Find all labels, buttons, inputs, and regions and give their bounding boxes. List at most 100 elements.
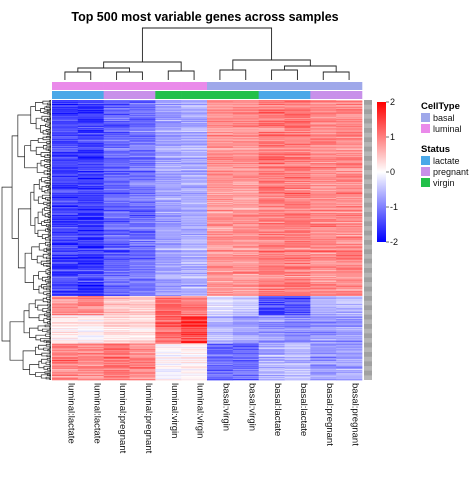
celltype-annotation-bar	[52, 82, 362, 90]
dendrogram-branch	[43, 308, 48, 311]
dendrogram-branch	[45, 325, 50, 327]
dendrogram-branch	[48, 213, 50, 215]
dendrogram-branch	[44, 366, 50, 369]
celltype-cell	[310, 82, 336, 90]
celltype-cell	[130, 82, 156, 90]
dendrogram-branch	[47, 145, 50, 146]
dendrogram-branch	[40, 339, 49, 342]
celltype-cell	[181, 82, 207, 90]
dendrogram-branch	[47, 190, 49, 191]
dendrogram-branch	[47, 220, 49, 221]
dendrogram-branch	[48, 237, 50, 238]
dendrogram-branch	[30, 364, 39, 374]
dendrogram-branch	[47, 228, 49, 229]
dendrogram-branch	[47, 251, 50, 252]
dendrogram-branch	[46, 334, 50, 336]
dendrogram-branch	[65, 72, 91, 80]
dendrogram-branch	[48, 226, 50, 227]
dendrogram-branch	[29, 328, 38, 337]
dendrogram-branch	[37, 256, 43, 263]
row-dendrogram	[2, 100, 51, 379]
dendrogram-branch	[47, 311, 50, 313]
dendrogram-branch	[32, 247, 40, 260]
dendrogram-branch	[2, 187, 12, 341]
dendrogram-branch	[47, 199, 49, 200]
dendrogram-branch	[24, 311, 29, 333]
dendrogram-branch	[42, 195, 49, 198]
dendrogram-branch	[47, 301, 50, 302]
dendrogram-branch	[39, 345, 47, 349]
dendrogram-branch	[104, 62, 182, 71]
dendrogram-branch	[25, 253, 33, 282]
dendrogram-branch	[47, 106, 50, 107]
dendrogram-branch	[272, 70, 298, 80]
dendrogram-branch	[23, 351, 35, 370]
status-annotation-bar	[52, 91, 362, 99]
celltype-cell	[233, 82, 259, 90]
status-cell	[181, 91, 207, 99]
dendrogram-branch	[285, 66, 337, 72]
dendrogram-branch	[47, 358, 50, 360]
dendrogram-branch	[47, 331, 50, 332]
dendrogram-branch	[46, 344, 50, 346]
column-dendrogram	[65, 28, 349, 80]
dendrogram-branch	[43, 101, 50, 104]
status-cell	[207, 91, 233, 99]
dendrogram-branch	[47, 121, 50, 122]
dendrogram-branch	[47, 173, 50, 174]
celltype-cell	[259, 82, 285, 90]
dendrogram-branch	[42, 235, 48, 239]
dendrogram-branch	[48, 273, 50, 275]
status-cell	[52, 91, 78, 99]
dendrogram-branch	[18, 209, 30, 268]
dendrogram-branch	[48, 322, 50, 324]
dendrogram-branch	[47, 315, 50, 316]
dendrogram-branch	[142, 28, 271, 62]
dendrogram-branch	[34, 275, 39, 289]
dendrogram-branch	[36, 118, 42, 129]
dendrogram-branch	[46, 377, 50, 379]
dendrogram-branch	[38, 197, 43, 203]
dendrogram-branch	[48, 131, 50, 132]
dendrogram-branch	[47, 154, 49, 155]
dendrogram-branch	[78, 68, 130, 72]
dendrogram-branch	[46, 248, 49, 249]
chart-title: Top 500 most variable genes across sampl…	[71, 10, 338, 24]
dendrogram-branch	[47, 118, 49, 119]
dendrogram-branch	[48, 234, 50, 235]
dendrogram-branch	[47, 166, 50, 168]
dendrogram-branch	[45, 372, 50, 373]
celltype-cell	[104, 82, 130, 90]
dendrogram-branch	[48, 244, 50, 246]
celltype-cell	[207, 82, 233, 90]
dendrogram-branch	[31, 140, 38, 150]
dendrogram-branch	[48, 304, 50, 306]
dendrogram-branch	[220, 70, 246, 80]
dendrogram-branch	[46, 362, 50, 364]
heatmap-body	[52, 100, 362, 380]
dendrogram-branch	[47, 293, 50, 295]
dendrogram-branch	[48, 308, 50, 309]
dendrogram-branch	[117, 72, 143, 80]
status-cell	[259, 91, 285, 99]
status-cell	[233, 91, 259, 99]
dendrogram-branch	[36, 147, 43, 154]
dendrogram-branch	[41, 359, 47, 363]
status-cell	[285, 91, 311, 99]
dendrogram-branch	[38, 230, 46, 236]
status-cell	[155, 91, 181, 99]
celltype-cell	[155, 82, 181, 90]
status-cell	[336, 91, 362, 99]
dendrogram-branch	[47, 207, 50, 208]
dendrogram-branch	[43, 130, 48, 134]
dendrogram-branch	[48, 269, 50, 271]
status-cell	[104, 91, 130, 99]
dendrogram-branch	[47, 257, 50, 259]
status-cell	[130, 91, 156, 99]
dendrogram-branch	[48, 177, 50, 179]
dendrogram-branch	[42, 284, 47, 288]
celltype-cell	[78, 82, 104, 90]
dendrogram-branch	[47, 182, 50, 183]
